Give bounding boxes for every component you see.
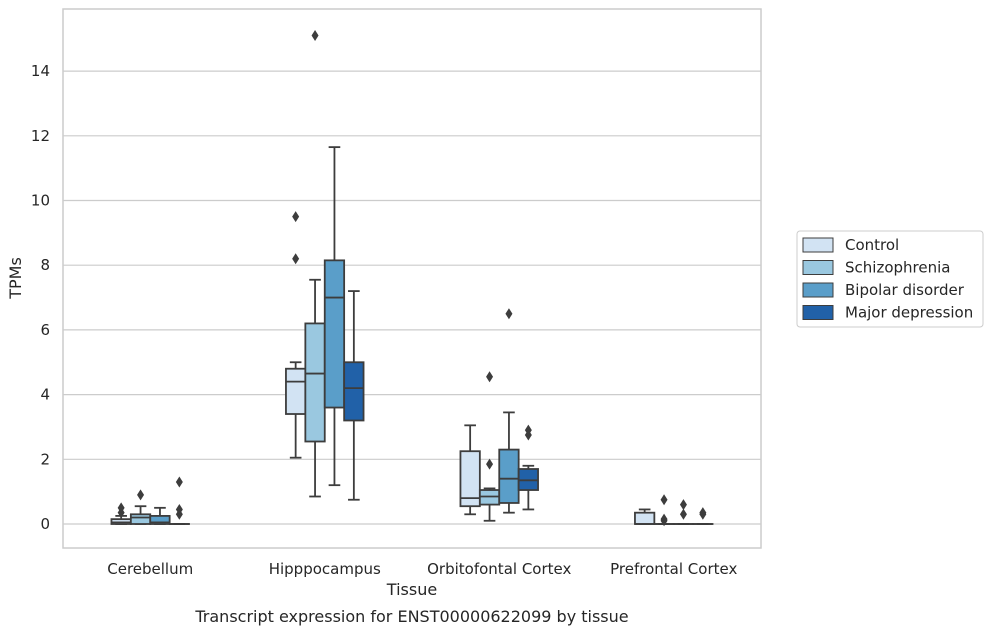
box-major-depression (517, 424, 539, 511)
y-tick-label: 2 (40, 450, 50, 468)
outlier-point (137, 489, 145, 501)
legend-swatch (802, 305, 834, 320)
legend-swatch (802, 282, 834, 298)
outlier-point (292, 253, 300, 265)
x-tick-labels: Cerebellum Hipppocampus Orbitofontal Corte… (107, 560, 737, 578)
outlier-point (505, 308, 513, 320)
outlier-point (292, 211, 300, 223)
outlier-point (679, 499, 687, 511)
box-body (459, 450, 481, 508)
legend: Control Schizophrenia Bipolar disorder Majo… (796, 230, 984, 328)
y-tick-label: 4 (40, 386, 50, 404)
x-tick-label: Hipppocampus (269, 560, 381, 578)
box-body (343, 361, 365, 422)
outlier-point (486, 458, 494, 470)
outlier-point (175, 476, 183, 488)
y-tick-label: 8 (40, 256, 50, 274)
outlier-point (486, 371, 494, 383)
box-bipolar-disorder (672, 499, 695, 525)
box-schizophrenia (478, 371, 501, 522)
legend-entry-label: Schizophrenia (845, 259, 950, 277)
outlier-point (175, 503, 183, 515)
y-tick-label: 12 (31, 127, 50, 145)
y-tick-label: 0 (40, 515, 50, 533)
box-body (323, 259, 346, 409)
chart-caption: Transcript expression for ENST0000062209… (194, 607, 628, 626)
box-bipolar-disorder (323, 146, 346, 487)
legend-entry-label: Major depression (845, 304, 973, 322)
box-control (459, 424, 481, 516)
legend-swatch (802, 237, 834, 253)
box-body (498, 448, 520, 504)
y-tick-label: 6 (40, 321, 50, 339)
legend-swatch (802, 260, 834, 275)
legend-entry-label: Control (845, 236, 899, 254)
box-bipolar-disorder (498, 308, 520, 514)
outlier-point (679, 508, 687, 520)
outlier-point (524, 424, 532, 436)
box-major-depression (168, 476, 190, 525)
outlier-point (660, 494, 668, 506)
legend-entry-label: Bipolar disorder (845, 281, 965, 299)
gridlines (63, 70, 761, 525)
y-tick-labels: 0 2 4 6 8 10 12 14 (31, 62, 50, 533)
box-control (634, 508, 656, 525)
x-tick-label: Cerebellum (107, 560, 193, 578)
box-schizophrenia (304, 30, 326, 498)
x-tick-label: Prefrontal Cortex (610, 560, 737, 578)
box-groups (110, 30, 714, 527)
box-major-depression (343, 290, 365, 501)
box-body (149, 515, 171, 525)
outlier-point (117, 502, 125, 514)
box-body (129, 513, 152, 525)
box-schizophrenia (129, 489, 152, 525)
box-schizophrenia (653, 494, 675, 527)
box-body (634, 511, 656, 525)
outlier-point (311, 30, 319, 42)
x-axis-label: Tissue (386, 580, 437, 599)
plot-frame (62, 8, 762, 549)
outlier-point (660, 513, 668, 525)
box-major-depression (692, 507, 714, 525)
box-control (110, 502, 132, 525)
outlier-point (699, 507, 707, 519)
y-tick-label: 14 (31, 62, 50, 80)
box-bipolar-disorder (149, 506, 171, 525)
box-body (285, 367, 307, 415)
x-tick-label: Orbitofontal Cortex (427, 560, 571, 578)
box-body (304, 322, 326, 443)
legend-frame (796, 230, 984, 328)
y-axis-label: TPMs (6, 257, 25, 300)
y-tick-label: 10 (31, 192, 50, 210)
box-control (285, 211, 307, 459)
